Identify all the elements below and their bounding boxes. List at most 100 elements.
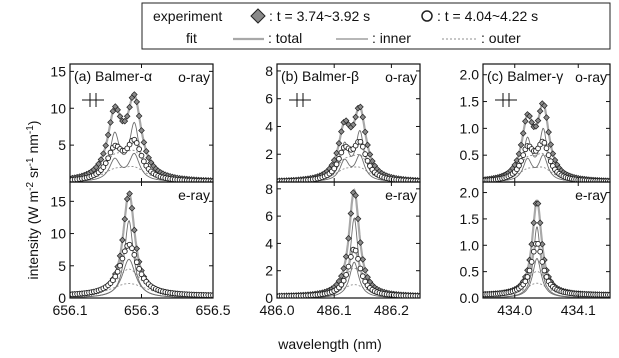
panel-curves xyxy=(483,100,610,182)
data-point-circle xyxy=(141,158,147,165)
data-point-diamond xyxy=(352,113,359,121)
data-point-diamond xyxy=(102,142,110,149)
y-tick-label: 10 xyxy=(50,226,66,242)
data-point-diamond xyxy=(333,149,340,157)
y-tick-label: 4 xyxy=(265,235,273,251)
data-point-diamond xyxy=(104,131,112,139)
data-point-diamond xyxy=(100,150,107,157)
legend-inner-label: : inner xyxy=(372,30,411,46)
legend-marker-b-circle xyxy=(421,10,433,22)
legend-fit-label: fit xyxy=(186,30,197,46)
y-tick-label: 8 xyxy=(265,181,273,197)
y-tick-label: 5 xyxy=(58,137,66,153)
data-point-circle xyxy=(352,247,359,254)
y-title-exp1: -2 xyxy=(25,181,36,190)
data-point-diamond xyxy=(335,139,343,147)
y-tick-label: 4 xyxy=(265,118,273,134)
inner-fit-line-1 xyxy=(277,130,420,182)
legend-marker-b-label: : t = 4.04~4.22 s xyxy=(437,8,538,24)
y-title-exp2: -1 xyxy=(25,157,36,166)
data-point-diamond xyxy=(114,106,121,114)
panel-2: 2 4 6 8 (b) Balmer-β o-ray xyxy=(265,63,421,183)
panels: 5 10 15 (a) Balmer-α o-ray 2 4 6 8 (b) Balmer-β o-… xyxy=(50,63,611,318)
legend-marker-a-diamond xyxy=(250,8,266,24)
data-point-circle xyxy=(355,255,361,262)
data-point-diamond xyxy=(338,272,345,280)
data-point-circle xyxy=(117,262,123,269)
data-point-circle xyxy=(345,263,352,270)
data-point-diamond xyxy=(366,151,374,158)
y-title-sr: sr xyxy=(25,166,41,182)
data-point-circle xyxy=(343,271,349,278)
data-point-circle xyxy=(541,139,548,146)
y-tick-label: 0 xyxy=(265,290,273,306)
data-point-circle xyxy=(359,273,366,279)
data-point-diamond xyxy=(359,113,367,121)
data-point-circle xyxy=(357,265,364,272)
data-point-diamond xyxy=(340,265,348,272)
data-point-circle xyxy=(537,248,544,255)
data-point-circle xyxy=(348,254,354,260)
x-tick-label: 486.1 xyxy=(317,302,352,318)
data-point-circle xyxy=(520,152,527,158)
data-point-diamond xyxy=(357,103,364,111)
y-title-exp3: -1 xyxy=(25,125,36,134)
y-tick-label: 0.0 xyxy=(460,290,480,306)
panel-title: (b) Balmer-β xyxy=(281,68,359,84)
y-tick-label: 1.0 xyxy=(460,120,480,136)
y-tick-label: 0 xyxy=(58,290,66,306)
data-point-circle xyxy=(524,274,531,280)
data-point-circle xyxy=(543,274,550,280)
data-point-diamond xyxy=(345,235,352,242)
data-point-circle xyxy=(105,155,111,162)
panel-6: 0.0 0.5 1.0 1.5 2.0 434.0 434.1 e-ray xyxy=(460,181,611,318)
data-point-diamond xyxy=(342,117,350,124)
legend-box xyxy=(141,2,611,50)
panel-curves xyxy=(277,188,420,298)
data-point-diamond xyxy=(352,192,359,199)
data-point-circle xyxy=(138,152,145,159)
legend-marker-a-label: : t = 3.74~3.92 s xyxy=(269,8,370,24)
panel-1: 5 10 15 (a) Balmer-α o-ray xyxy=(50,63,214,183)
data-point-diamond xyxy=(338,128,345,135)
y-tick-label: 15 xyxy=(50,63,66,79)
x-tick-label: 656.1 xyxy=(52,302,87,318)
panel-frame xyxy=(482,181,611,299)
y-tick-label: 2 xyxy=(265,146,273,162)
panel-curves xyxy=(277,103,420,182)
data-point-circle xyxy=(541,267,548,274)
ray-label: o-ray xyxy=(575,69,607,85)
legend-experiment-label: experiment xyxy=(153,8,222,24)
data-point-circle xyxy=(133,140,140,146)
data-point-diamond xyxy=(519,130,527,137)
data-point-diamond xyxy=(121,117,129,125)
outer-fit-line-2 xyxy=(277,284,420,298)
panel-curves xyxy=(70,91,213,182)
data-point-diamond xyxy=(142,147,150,155)
data-point-diamond xyxy=(359,256,367,263)
data-point-diamond xyxy=(95,160,102,168)
data-point-diamond xyxy=(349,121,357,129)
data-point-circle xyxy=(138,271,145,278)
data-point-circle xyxy=(545,152,552,158)
y-tick-label: 1.5 xyxy=(460,211,480,227)
panel-4: 0 5 10 15 656.1 656.3 656.5 e-ray xyxy=(50,181,231,318)
data-point-circle xyxy=(136,265,142,272)
data-point-circle xyxy=(357,138,364,145)
data-point-circle xyxy=(535,240,541,247)
data-point-diamond xyxy=(354,215,362,223)
ray-label: e-ray xyxy=(575,187,607,203)
y-tick-label: 1.5 xyxy=(460,94,480,110)
data-point-circle xyxy=(107,149,114,156)
data-point-circle xyxy=(338,281,345,288)
data-point-diamond xyxy=(133,245,141,252)
panel-curves xyxy=(483,199,610,298)
panel-curves xyxy=(70,190,213,298)
data-point-diamond xyxy=(347,210,355,217)
data-point-diamond xyxy=(369,157,376,165)
ray-label: o-ray xyxy=(178,69,210,85)
data-point-diamond xyxy=(145,154,152,162)
x-tick-label: 434.1 xyxy=(561,302,596,318)
data-point-diamond xyxy=(126,190,133,197)
